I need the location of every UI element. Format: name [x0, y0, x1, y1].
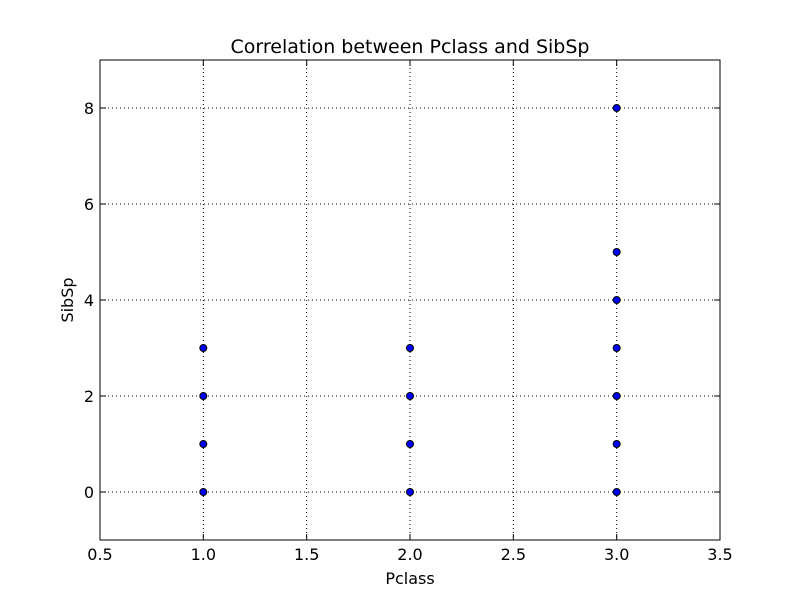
plot-frame	[99, 59, 721, 541]
scatter-point	[612, 440, 621, 448]
y-tick-label: 4	[84, 291, 94, 310]
x-tick-label: 1.0	[191, 545, 216, 564]
scatter-point	[406, 392, 414, 400]
scatter-point	[199, 488, 208, 496]
y-tick-label: 2	[84, 387, 94, 406]
chart-title: Correlation between Pclass and SibSp	[231, 36, 590, 58]
x-tick-label: 2.0	[397, 545, 422, 564]
scatter-point	[612, 104, 621, 112]
scatter-point	[612, 248, 621, 256]
x-tick-label: 3.5	[707, 545, 732, 564]
x-tick-label: 2.5	[501, 545, 526, 564]
data-points	[199, 104, 621, 496]
scatter-point	[406, 344, 414, 352]
scatter-point	[199, 344, 208, 352]
y-tick-label: 0	[84, 483, 94, 502]
x-tick-label: 0.5	[87, 545, 112, 564]
y-tick-label: 8	[84, 99, 94, 118]
y-axis-ticks: 0 2 4 6 8	[84, 99, 720, 502]
scatter-point	[612, 488, 621, 496]
x-axis-label: Pclass	[385, 569, 434, 588]
x-tick-label: 3.0	[604, 545, 629, 564]
scatter-point	[406, 440, 414, 448]
scatter-point	[406, 488, 414, 496]
y-axis-label: SibSp	[58, 277, 77, 322]
scatter-point	[612, 392, 621, 400]
scatter-point	[612, 296, 621, 304]
grid-lines	[100, 60, 720, 540]
x-tick-label: 1.5	[294, 545, 319, 564]
scatter-point	[199, 392, 208, 400]
scatter-point	[612, 344, 621, 352]
y-tick-label: 6	[84, 195, 94, 214]
scatter-point	[199, 440, 208, 448]
x-axis-ticks: 0.5 1.0 1.5 2.0 2.5 3.0 3.5	[87, 60, 733, 564]
